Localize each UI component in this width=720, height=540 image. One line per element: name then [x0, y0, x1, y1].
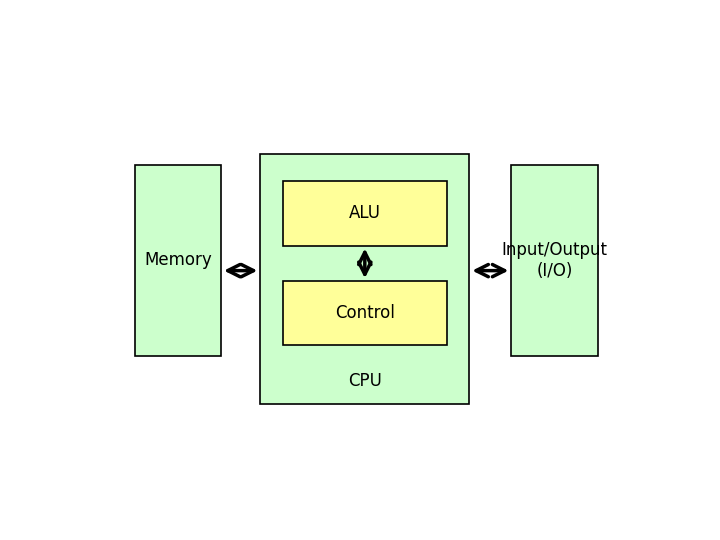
Bar	[282, 281, 447, 346]
Text: CPU: CPU	[348, 372, 382, 390]
Text: Input/Output
(I/O): Input/Output (I/O)	[502, 241, 608, 280]
Text: Memory: Memory	[144, 251, 212, 269]
Text: Control: Control	[335, 304, 395, 322]
Bar	[135, 165, 221, 356]
Bar	[282, 181, 447, 246]
Text: ALU: ALU	[348, 205, 381, 222]
Bar	[511, 165, 598, 356]
Bar	[260, 154, 469, 404]
